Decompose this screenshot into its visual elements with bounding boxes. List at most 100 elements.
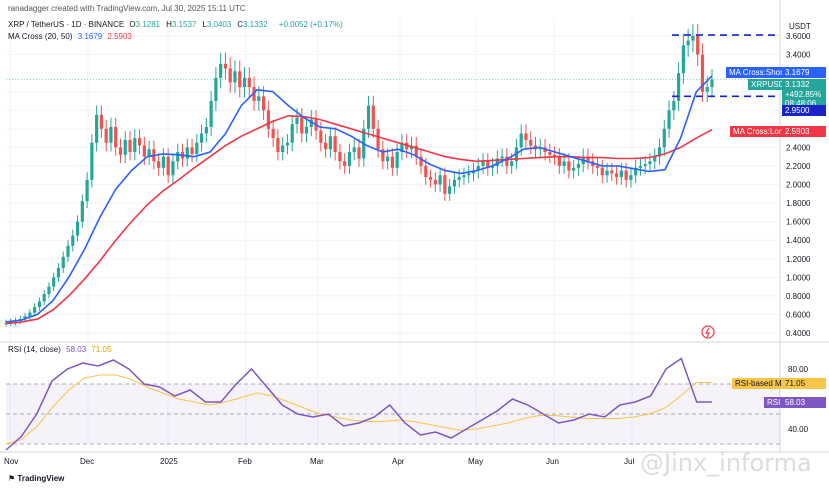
ohlc-h: H3.1537 [166, 20, 197, 29]
brand-label: TradingView [17, 474, 65, 483]
candle-body [476, 165, 480, 171]
ma-short-tag-value: 3.1679 [782, 67, 826, 78]
candle-body [190, 147, 194, 154]
candle-body [142, 145, 146, 157]
candle-body [333, 136, 337, 153]
candle-body [562, 161, 566, 166]
ohlc-values: O3.1281 H3.1537 L3.0403 C3.1332 [129, 20, 273, 29]
watermark: @Jinx_informa [640, 449, 812, 477]
ma-label: MA Cross (20, 50) [8, 32, 73, 41]
candle-body [662, 128, 666, 148]
time-tick-label: Dec [80, 457, 94, 466]
candle-body [667, 110, 671, 129]
time-tick-label: 2025 [160, 457, 178, 466]
candle-body [300, 117, 304, 134]
candle-body [691, 36, 695, 41]
candle-body [123, 139, 127, 155]
time-tick-label: May [468, 457, 483, 466]
candle-body [219, 63, 223, 78]
candle-body [710, 79, 714, 88]
candle-body [109, 126, 113, 143]
price-tick-label: 1.6000 [786, 218, 811, 227]
candle-body [557, 156, 561, 166]
ma-short-tag: MA Cross:Short MA [726, 67, 803, 78]
candle-body [233, 71, 237, 83]
ma-legend[interactable]: MA Cross (20, 50) 3.1679 2.5903 [8, 32, 135, 41]
candle-body [157, 161, 161, 168]
countdown-tag: 08:48:06 [782, 98, 826, 109]
candle-body [448, 186, 452, 194]
candle-body [457, 177, 461, 180]
rsi-ma-line [5, 374, 712, 445]
candle-body [328, 136, 332, 150]
candle-body [386, 156, 390, 162]
candle-body [42, 294, 46, 302]
rsi-tag: RSI [764, 397, 784, 408]
candle-body [672, 100, 676, 111]
candle-body [505, 156, 509, 166]
candle-body [576, 164, 581, 168]
price-tick-label: 3.6000 [786, 32, 811, 41]
candle-body [166, 156, 170, 176]
candle-body [677, 73, 681, 101]
level-tag: 2.9500 [782, 105, 826, 116]
candle-body [199, 133, 204, 143]
rsi-value: 58.03 [66, 345, 87, 354]
candle-body [696, 36, 700, 55]
ma-long-tag: MA Cross:Long MA [730, 126, 805, 137]
level-lines [6, 34, 780, 98]
rsi-ma-tag: RSI-based MA [732, 378, 791, 389]
candle-body [209, 100, 213, 127]
candle-body [161, 156, 166, 168]
candle-body [23, 316, 27, 320]
rsi-tick-label: 40.00 [788, 425, 809, 434]
candle-body [424, 165, 428, 178]
candle-body [657, 147, 662, 157]
candle-body [71, 235, 75, 246]
symbol-line: XRP / TetherUS · 1D · BINANCE O3.1281 H3.… [8, 20, 346, 29]
currency-label: USDT [789, 22, 811, 31]
price-tick-label: 0.8000 [786, 292, 811, 301]
candle-body [104, 128, 108, 143]
candle-body [261, 96, 266, 111]
candle-body [381, 149, 385, 162]
candle-body [252, 87, 256, 101]
candle-body [524, 133, 528, 140]
candle-body [171, 161, 175, 176]
candle-body [343, 161, 347, 166]
candle-body [428, 177, 433, 180]
candle-body [433, 179, 437, 185]
rsi-band [6, 383, 780, 445]
candle-body [490, 165, 495, 168]
candle-body [271, 128, 275, 139]
candle-body [33, 307, 37, 313]
time-tick-label: Jul [624, 457, 634, 466]
candle-body [586, 156, 590, 162]
candle-body [338, 152, 342, 162]
bolt-icon[interactable] [701, 325, 715, 339]
price-tick-label: 2.2000 [786, 162, 811, 171]
candle-body [600, 167, 604, 176]
time-tick-label: Apr [392, 457, 405, 466]
rsi-legend[interactable]: RSI (14, close) 58.03 71.05 [8, 345, 114, 354]
rsi-label: RSI (14, close) [8, 345, 61, 354]
candle-body [80, 201, 84, 222]
tradingview-logo[interactable]: ⚑ TradingView [8, 474, 65, 483]
symbol-title[interactable]: XRP / TetherUS · 1D · BINANCE [8, 20, 125, 29]
candle-body [56, 268, 61, 278]
rsi-line [5, 357, 712, 451]
candle-body [357, 147, 361, 159]
symbol-tag: XRPUSDT [748, 79, 793, 90]
candle-body [414, 145, 418, 157]
candle-body [529, 139, 533, 146]
candle-body [75, 221, 80, 236]
candle-body [700, 54, 705, 92]
rsi-ma-value: 71.05 [91, 345, 112, 354]
rsi-lines [5, 357, 712, 451]
change-value: +0.0052 (+0.17%) [278, 20, 343, 29]
price-tag: 3.1332 [782, 79, 826, 90]
candle-body [147, 149, 151, 157]
price-tick-label: 0.6000 [786, 310, 811, 319]
candle-body [462, 175, 466, 178]
